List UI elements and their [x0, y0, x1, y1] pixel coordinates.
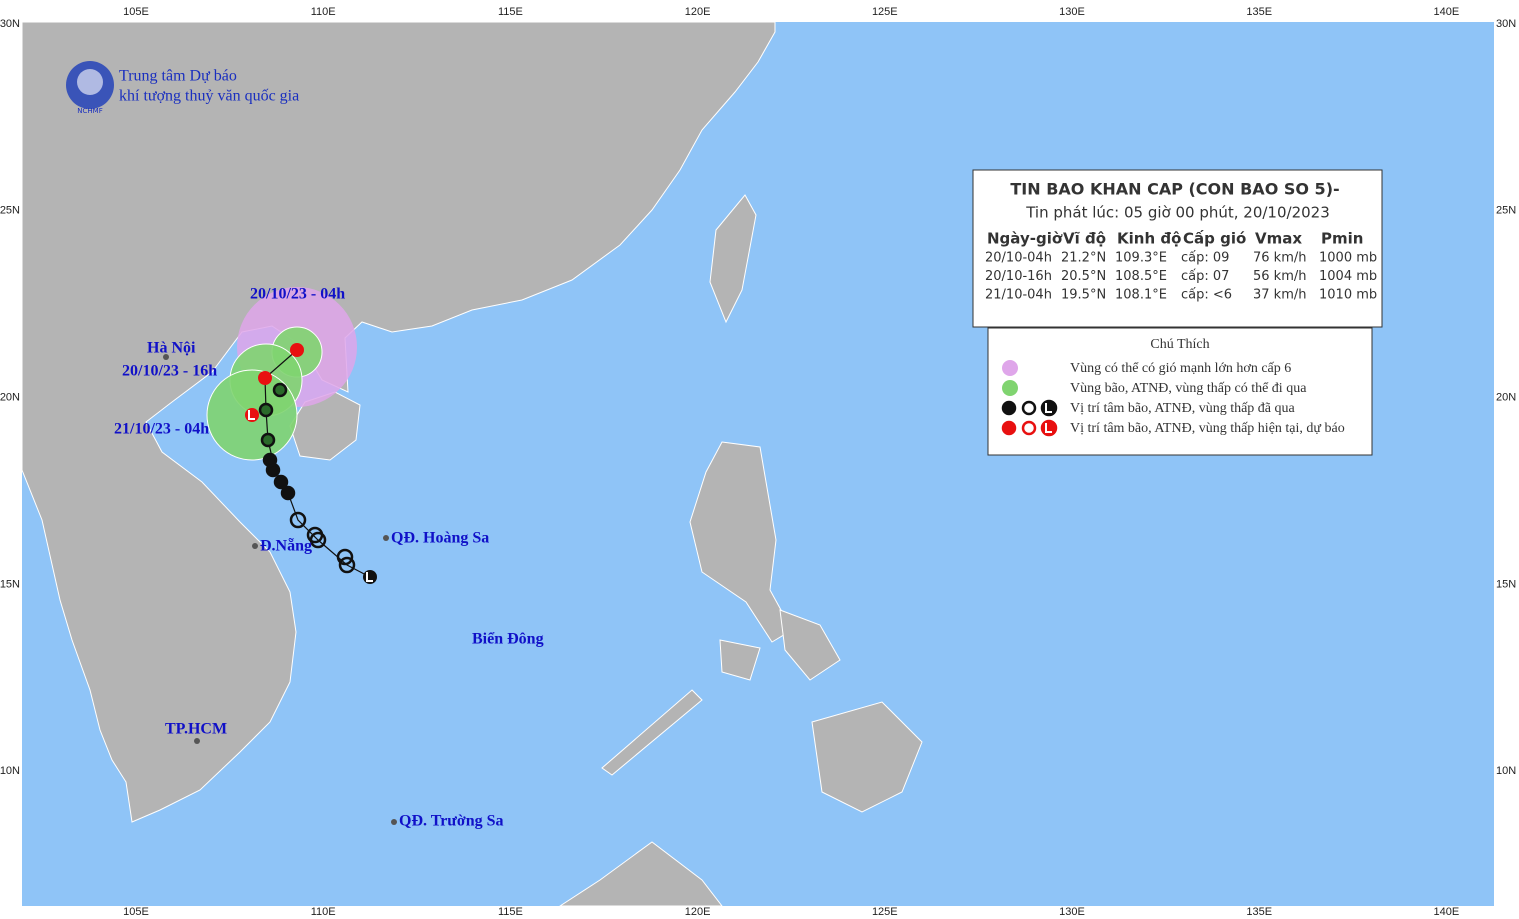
- table-cell: cấp: 07: [1181, 269, 1229, 284]
- table-cell: cấp: <6: [1181, 288, 1232, 303]
- lon-label: 105E: [123, 6, 149, 18]
- table-cell: 19.5°N: [1061, 288, 1106, 303]
- legend-title: Chú Thích: [1150, 337, 1209, 352]
- place-label: 21/10/23 - 04h: [114, 421, 209, 438]
- lat-label: 20N: [0, 392, 20, 404]
- column-header: Pmin: [1321, 230, 1363, 248]
- table-cell: 1004 mb: [1319, 269, 1377, 284]
- lat-label: 10N: [1496, 765, 1516, 777]
- table-cell: 37 km/h: [1253, 288, 1307, 303]
- table-cell: 109.3°E: [1115, 251, 1167, 266]
- past-low-l: [366, 572, 373, 582]
- table-cell: 21.2°N: [1061, 251, 1106, 266]
- table-cell: cấp: 09: [1181, 251, 1229, 266]
- place-dots: [163, 354, 397, 825]
- logo-line: khí tượng thuỷ văn quốc gia: [119, 88, 299, 105]
- lon-label: 130E: [1059, 906, 1085, 918]
- table-cell: 20/10-16h: [985, 269, 1052, 284]
- column-header: Cấp gió: [1183, 230, 1246, 248]
- lon-label: 140E: [1434, 6, 1460, 18]
- logo: NCHMF Trung tâm Dự báo khí tượng thuỷ vă…: [66, 61, 299, 115]
- lat-label: 10N: [0, 765, 20, 777]
- column-header: Vmax: [1255, 230, 1302, 248]
- table-cell: 21/10-04h: [985, 288, 1052, 303]
- lon-label: 105E: [123, 906, 149, 918]
- column-header: Vĩ độ: [1063, 230, 1106, 248]
- legend: Chú Thích: [987, 327, 1373, 456]
- lon-label: 125E: [872, 906, 898, 918]
- column-header: Kinh độ: [1117, 230, 1181, 248]
- forecast-positions: [245, 343, 304, 422]
- table-cell: 56 km/h: [1253, 269, 1307, 284]
- place-label: Đ.Nẵng: [260, 538, 312, 555]
- lat-label: 30N: [1496, 18, 1516, 30]
- lon-label: 120E: [685, 6, 711, 18]
- table-cell: 76 km/h: [1253, 251, 1307, 266]
- column-header: Ngày-giờ: [987, 230, 1063, 248]
- lat-label: 30N: [0, 18, 20, 30]
- table-cell: 1010 mb: [1319, 288, 1377, 303]
- lon-label: 125E: [872, 6, 898, 18]
- place-label: QĐ. Hoàng Sa: [391, 530, 489, 547]
- lat-label: 25N: [0, 205, 20, 217]
- place-label: TP.HCM: [165, 721, 227, 738]
- lat-label: 15N: [1496, 578, 1516, 590]
- place-label: 20/10/23 - 04h: [250, 286, 345, 303]
- lat-label: 15N: [0, 578, 20, 590]
- lat-label: 25N: [1496, 205, 1516, 217]
- legend-item: Vùng có thể có gió mạnh lớn hơn cấp 6: [1070, 361, 1291, 376]
- legend-item: Vị trí tâm bão, ATNĐ, vùng thấp đã qua: [1070, 401, 1296, 416]
- table-cell: 108.5°E: [1115, 269, 1167, 284]
- place-label: 20/10/23 - 16h: [122, 363, 217, 380]
- lon-label: 130E: [1059, 6, 1085, 18]
- lon-label: 135E: [1246, 6, 1272, 18]
- legend-item: Vùng bão, ATNĐ, vùng thấp có thể đi qua: [1070, 381, 1307, 396]
- logo-line: Trung tâm Dự báo: [119, 68, 237, 85]
- bulletin-subtitle: Tin phát lúc: 05 giờ 00 phút, 20/10/2023: [1025, 204, 1330, 222]
- lon-label: 115E: [498, 906, 523, 918]
- table-cell: 20.5°N: [1061, 269, 1106, 284]
- table-cell: 1000 mb: [1319, 251, 1377, 266]
- place-label: Biển Đông: [472, 631, 544, 648]
- lon-label: 110E: [311, 906, 336, 918]
- table-cell: 108.1°E: [1115, 288, 1167, 303]
- place-label: QĐ. Trường Sa: [399, 813, 504, 830]
- place-label: Hà Nội: [147, 340, 196, 357]
- legend-item: Vị trí tâm bão, ATNĐ, vùng thấp hiện tại…: [1070, 421, 1345, 436]
- lon-label: 115E: [498, 6, 523, 18]
- lon-label: 135E: [1246, 906, 1272, 918]
- table-cell: 20/10-04h: [985, 251, 1052, 266]
- lat-label: 20N: [1496, 392, 1516, 404]
- bulletin-title: TIN BAO KHAN CAP (CON BAO SO 5)-: [1010, 180, 1339, 199]
- land: [21, 21, 923, 907]
- past-positions: [258, 382, 356, 574]
- logo-badge: NCHMF: [77, 107, 102, 115]
- bulletin: TIN BAO KHAN CAP (CON BAO SO 5)- Tin phá…: [972, 169, 1383, 328]
- bulletin-box: [972, 169, 1383, 328]
- lon-label: 120E: [685, 906, 711, 918]
- lon-label: 140E: [1434, 906, 1460, 918]
- lon-label: 110E: [311, 6, 336, 18]
